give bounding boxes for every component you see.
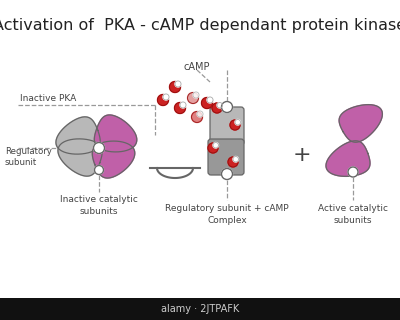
Bar <box>0 298 400 320</box>
Circle shape <box>233 156 238 162</box>
Text: Activation of  PKA - cAMP dependant protein kinase: Activation of PKA - cAMP dependant prote… <box>0 18 400 33</box>
Text: alamy · 2JTPAFK: alamy · 2JTPAFK <box>161 304 239 314</box>
Text: Inactive catalytic
subunits: Inactive catalytic subunits <box>60 195 138 216</box>
Circle shape <box>222 169 232 180</box>
Polygon shape <box>58 139 102 176</box>
Circle shape <box>175 81 181 87</box>
Circle shape <box>180 102 186 108</box>
Polygon shape <box>56 117 100 154</box>
Circle shape <box>192 111 202 123</box>
Text: Regulatory subunit + cAMP
Complex: Regulatory subunit + cAMP Complex <box>165 204 289 225</box>
Circle shape <box>202 98 212 108</box>
Circle shape <box>217 102 222 108</box>
Circle shape <box>94 142 104 154</box>
Polygon shape <box>92 141 135 178</box>
Polygon shape <box>94 115 137 152</box>
Circle shape <box>228 157 238 167</box>
Circle shape <box>163 94 169 100</box>
Circle shape <box>174 102 186 114</box>
Polygon shape <box>339 105 382 142</box>
Circle shape <box>235 119 240 125</box>
Circle shape <box>158 94 168 106</box>
FancyBboxPatch shape <box>210 107 244 145</box>
Text: Regulatory
subunit: Regulatory subunit <box>5 147 52 167</box>
Text: cAMP: cAMP <box>184 62 210 72</box>
Circle shape <box>197 111 203 117</box>
Circle shape <box>348 167 358 177</box>
Circle shape <box>208 143 218 153</box>
Circle shape <box>94 165 104 174</box>
Circle shape <box>188 92 198 103</box>
Circle shape <box>207 97 213 103</box>
Circle shape <box>213 142 218 148</box>
Circle shape <box>193 92 199 98</box>
Text: Active catalytic
subunits: Active catalytic subunits <box>318 204 388 225</box>
Text: Inactive PKA: Inactive PKA <box>20 94 76 103</box>
Circle shape <box>222 101 232 113</box>
Circle shape <box>212 103 222 113</box>
Circle shape <box>230 120 240 130</box>
Text: +: + <box>293 145 311 165</box>
Circle shape <box>170 82 180 92</box>
FancyBboxPatch shape <box>208 139 244 175</box>
Polygon shape <box>326 141 370 176</box>
